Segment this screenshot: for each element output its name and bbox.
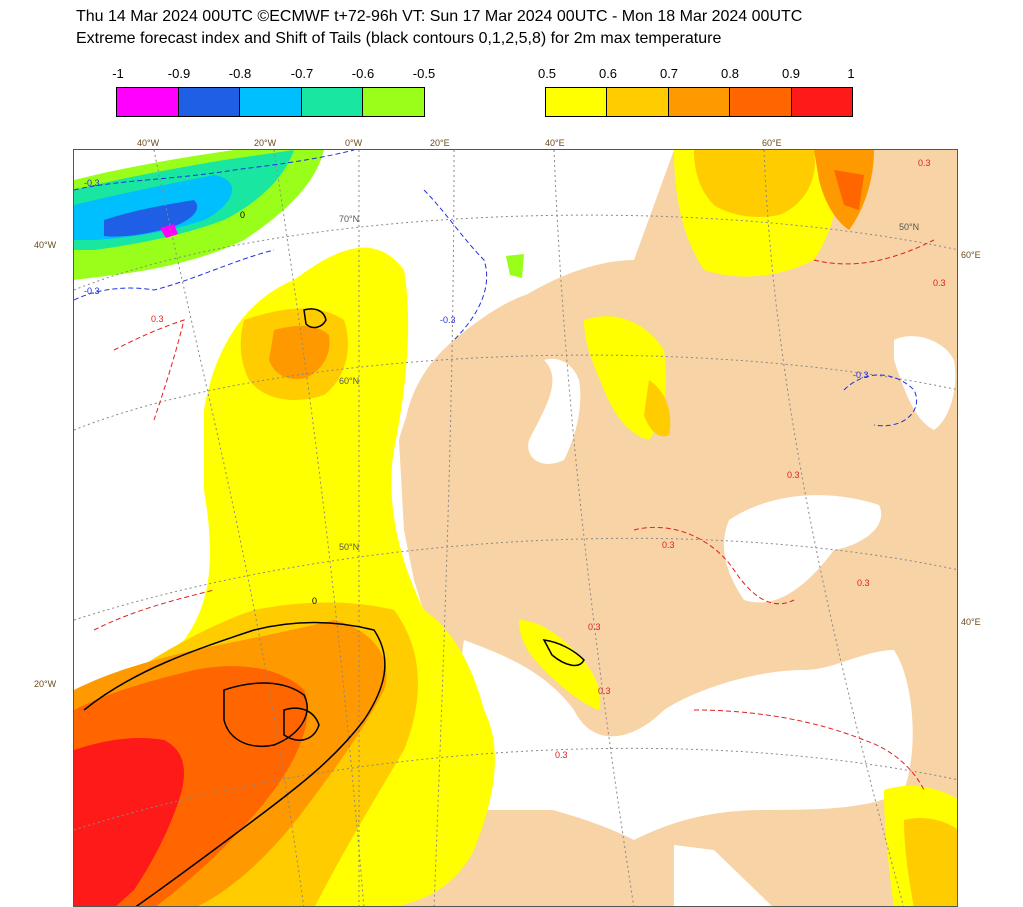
efi-07-uk — [269, 325, 330, 380]
contour-label: 0.3 — [787, 470, 800, 480]
legend-cell — [791, 88, 853, 116]
lon-label: 40°W — [34, 240, 57, 250]
lat-label: 60°N — [339, 376, 360, 386]
legend-cell — [730, 88, 792, 116]
efi-08-russia — [834, 170, 864, 210]
contour-pos — [113, 319, 185, 421]
contour-neg — [74, 249, 275, 301]
efi-06-baltic-east — [644, 380, 671, 437]
lon-label: 40°W — [137, 138, 160, 148]
legend-tick: 0.9 — [781, 66, 801, 81]
efi-06-russia — [694, 150, 815, 217]
lon-label: 40°E — [545, 138, 565, 148]
sot-contours — [83, 308, 585, 906]
contour-label: -0.3 — [853, 370, 869, 380]
efi-map: 70°N 60°N 50°N 50°N -0.3 -0.3 -0.3 -0.3 … — [73, 149, 958, 907]
contour-label: 0.3 — [918, 158, 931, 168]
legend-tick: -0.7 — [290, 66, 314, 81]
contour-neg — [423, 189, 488, 341]
contour-pos — [93, 589, 215, 631]
efi-05-italy — [519, 620, 601, 710]
legend-cell — [301, 88, 364, 116]
legend-cell — [668, 88, 731, 116]
lon-label: 20°W — [254, 138, 277, 148]
sot-contour — [223, 682, 308, 747]
legend-positive-bar — [545, 87, 853, 117]
lon-label: 20°W — [34, 679, 57, 689]
efi-neg-10 — [160, 224, 178, 238]
title-line-2: Extreme forecast index and Shift of Tail… — [76, 30, 722, 47]
black-sea — [724, 495, 882, 603]
contour-label: 0.3 — [662, 540, 675, 550]
sot-contour — [542, 639, 585, 667]
contour-label: 0 — [240, 210, 246, 220]
contour-label: 0.3 — [151, 314, 164, 324]
sot-contour — [303, 308, 327, 329]
contour-label: 0 — [312, 596, 318, 606]
legend-cell — [240, 88, 302, 116]
legend-cell — [546, 88, 608, 116]
legend-cell — [363, 88, 424, 116]
sot-contour — [283, 707, 320, 741]
legend-tick: -1 — [112, 66, 124, 81]
contour-label: -0.3 — [84, 286, 100, 296]
legend-tick: -0.8 — [228, 66, 252, 81]
contour-pos — [813, 239, 935, 265]
efi-09-west — [74, 738, 184, 906]
contour-label: 0.3 — [933, 278, 946, 288]
lon-label: 0°W — [345, 138, 363, 148]
efi-neg-05-scandinavia — [506, 254, 524, 278]
efi-map-canvas — [74, 150, 957, 906]
baltic-sea — [528, 358, 581, 464]
contour-label: 0.3 — [555, 750, 568, 760]
legend-tick: -0.5 — [412, 66, 436, 81]
graticule — [74, 150, 957, 906]
legend-tick: 0.8 — [720, 66, 740, 81]
sot-contour — [83, 621, 386, 906]
lon-label: 60°E — [961, 250, 981, 260]
contour-label: 0.3 — [588, 622, 601, 632]
contour-neg — [843, 374, 918, 427]
legend-tick: 0.7 — [659, 66, 679, 81]
contour-label: -0.3 — [440, 315, 456, 325]
mediterranean-sea — [454, 640, 913, 840]
contour-label: -0.3 — [84, 178, 100, 188]
lon-label: 60°E — [762, 138, 782, 148]
lon-label: 20°E — [430, 138, 450, 148]
lat-label: 50°N — [339, 542, 360, 552]
legend-negative-bar — [116, 87, 425, 117]
legend-cell — [117, 88, 179, 116]
efi-06-southeast — [904, 818, 957, 906]
efi-anomaly-fills — [74, 150, 957, 906]
legend-cell — [178, 88, 241, 116]
efi-neg-08 — [104, 200, 198, 237]
lat-label: 70°N — [339, 214, 360, 224]
efi-contours — [74, 150, 935, 791]
legend-tick: 0.6 — [598, 66, 618, 81]
contour-label: 0.3 — [598, 686, 611, 696]
contour-neg — [74, 150, 355, 191]
graticule-meridian — [553, 150, 635, 906]
title-line-1: Thu 14 Mar 2024 00UTC ©ECMWF t+72-96h VT… — [76, 8, 803, 25]
contour-pos — [693, 709, 925, 791]
legend-tick: -0.9 — [167, 66, 191, 81]
lat-label: 50°N — [899, 222, 920, 232]
contour-label: 0.3 — [857, 578, 870, 588]
legend-tick: -0.6 — [351, 66, 375, 81]
lon-label: 40°E — [961, 617, 981, 627]
graticule-parallel — [74, 747, 957, 831]
graticule-meridian — [433, 150, 455, 906]
graticule-parallel — [74, 537, 957, 621]
legend-tick: 1 — [847, 66, 855, 81]
legend-tick: 0.5 — [537, 66, 557, 81]
legend-cell — [607, 88, 669, 116]
land-norway — [404, 290, 553, 460]
